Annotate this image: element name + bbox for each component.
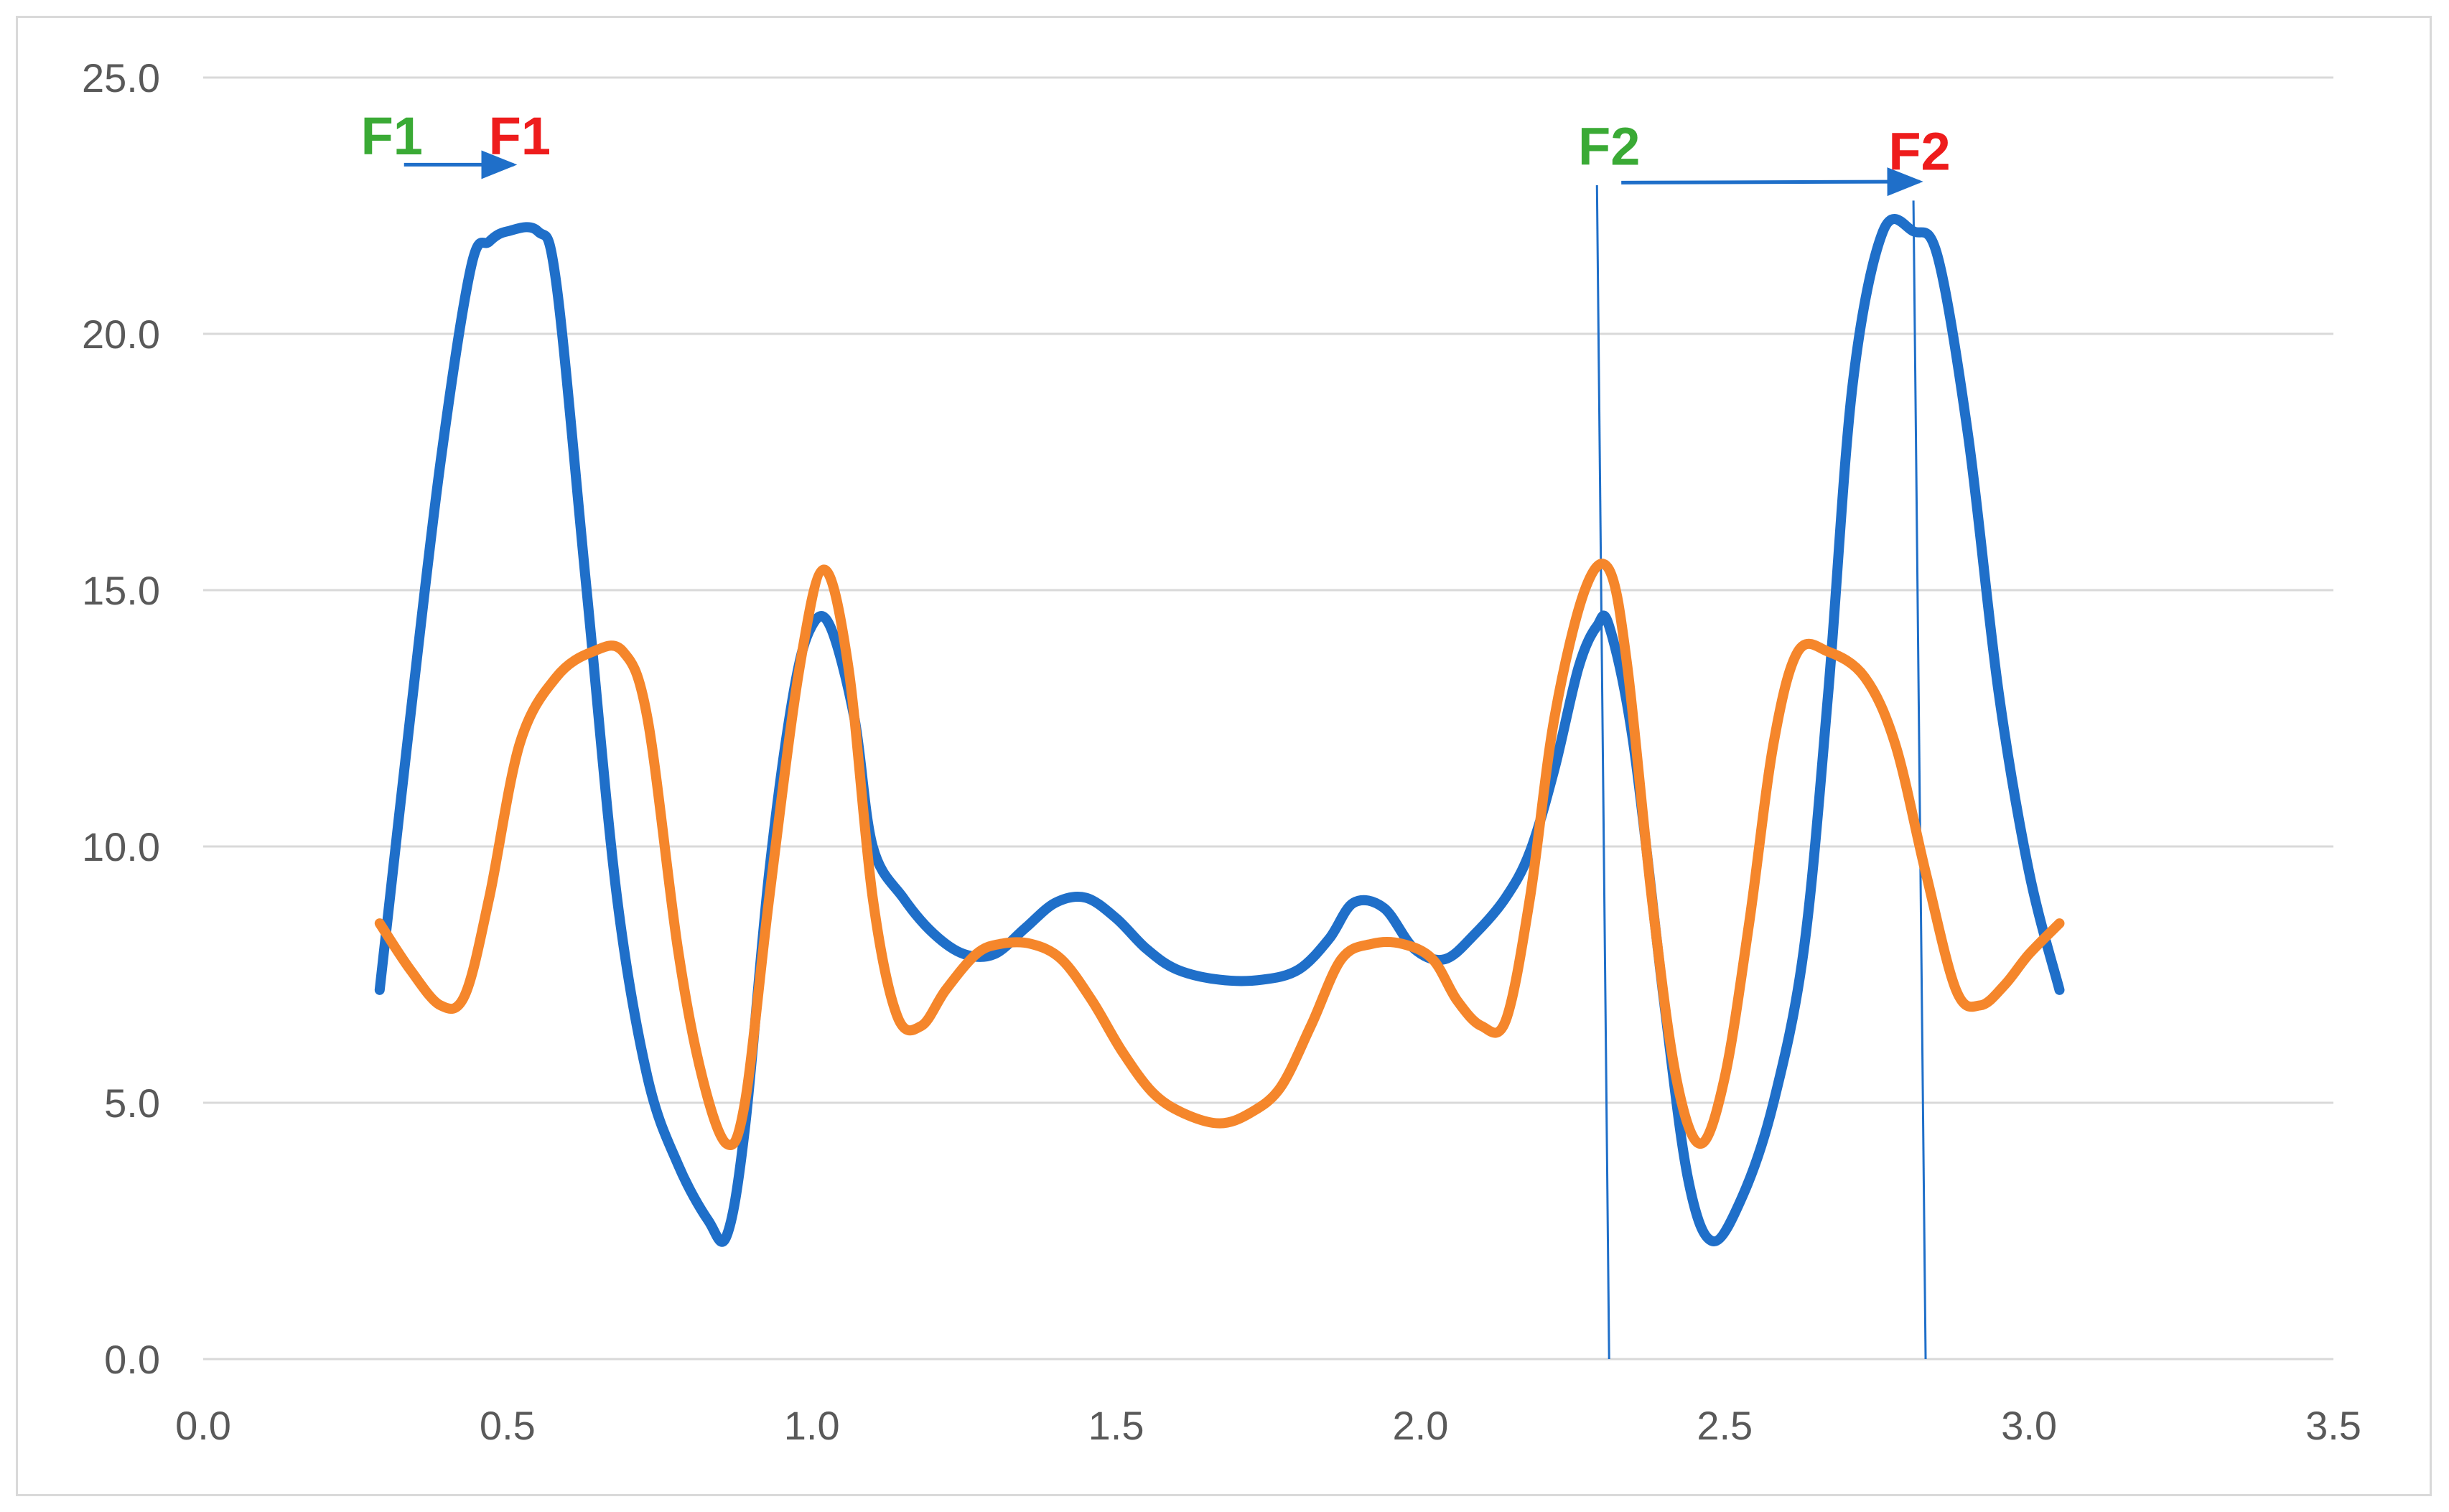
chart-frame bbox=[16, 16, 2432, 1496]
y-tick-label: 0.0 bbox=[104, 1337, 160, 1382]
x-tick-label: 1.5 bbox=[1088, 1403, 1144, 1448]
guide-line-1 bbox=[1595, 185, 1610, 1360]
series-lines bbox=[374, 214, 2065, 1247]
x-tick-label: 1.0 bbox=[784, 1403, 840, 1448]
x-tick-label: 0.5 bbox=[480, 1403, 536, 1448]
y-tick-label: 25.0 bbox=[82, 55, 160, 101]
y-tick-label: 5.0 bbox=[104, 1081, 160, 1126]
gridlines bbox=[203, 76, 2333, 1361]
series-line-2 bbox=[374, 559, 2065, 1150]
x-tick-label: 3.0 bbox=[2001, 1403, 2057, 1448]
annotation-label-2: F1 bbox=[489, 106, 551, 166]
guide-lines bbox=[1595, 185, 1927, 1360]
y-tick-label: 20.0 bbox=[82, 312, 160, 357]
x-tick-label: 2.5 bbox=[1697, 1403, 1753, 1448]
y-tick-label: 15.0 bbox=[82, 568, 160, 613]
annotation-label-1: F1 bbox=[361, 106, 423, 166]
series-line-1 bbox=[374, 214, 2065, 1247]
x-axis-tick-labels: 0.0 0.5 1.0 1.5 2.0 2.5 3.0 3.5 bbox=[175, 1403, 2361, 1448]
guide-line-2 bbox=[1912, 200, 1927, 1360]
x-tick-label: 3.5 bbox=[2305, 1403, 2361, 1448]
x-tick-label: 2.0 bbox=[1392, 1403, 1448, 1448]
y-axis-tick-labels: 0.0 5.0 10.0 15.0 20.0 25.0 bbox=[82, 55, 160, 1382]
y-tick-label: 10.0 bbox=[82, 824, 160, 869]
x-tick-label: 0.0 bbox=[175, 1403, 231, 1448]
annotation-arrows bbox=[403, 150, 1923, 197]
annotation-labels: F1 F1 F2 F2 bbox=[361, 106, 1951, 181]
annotation-label-3: F2 bbox=[1578, 116, 1640, 176]
annotation-label-4: F2 bbox=[1888, 122, 1950, 182]
